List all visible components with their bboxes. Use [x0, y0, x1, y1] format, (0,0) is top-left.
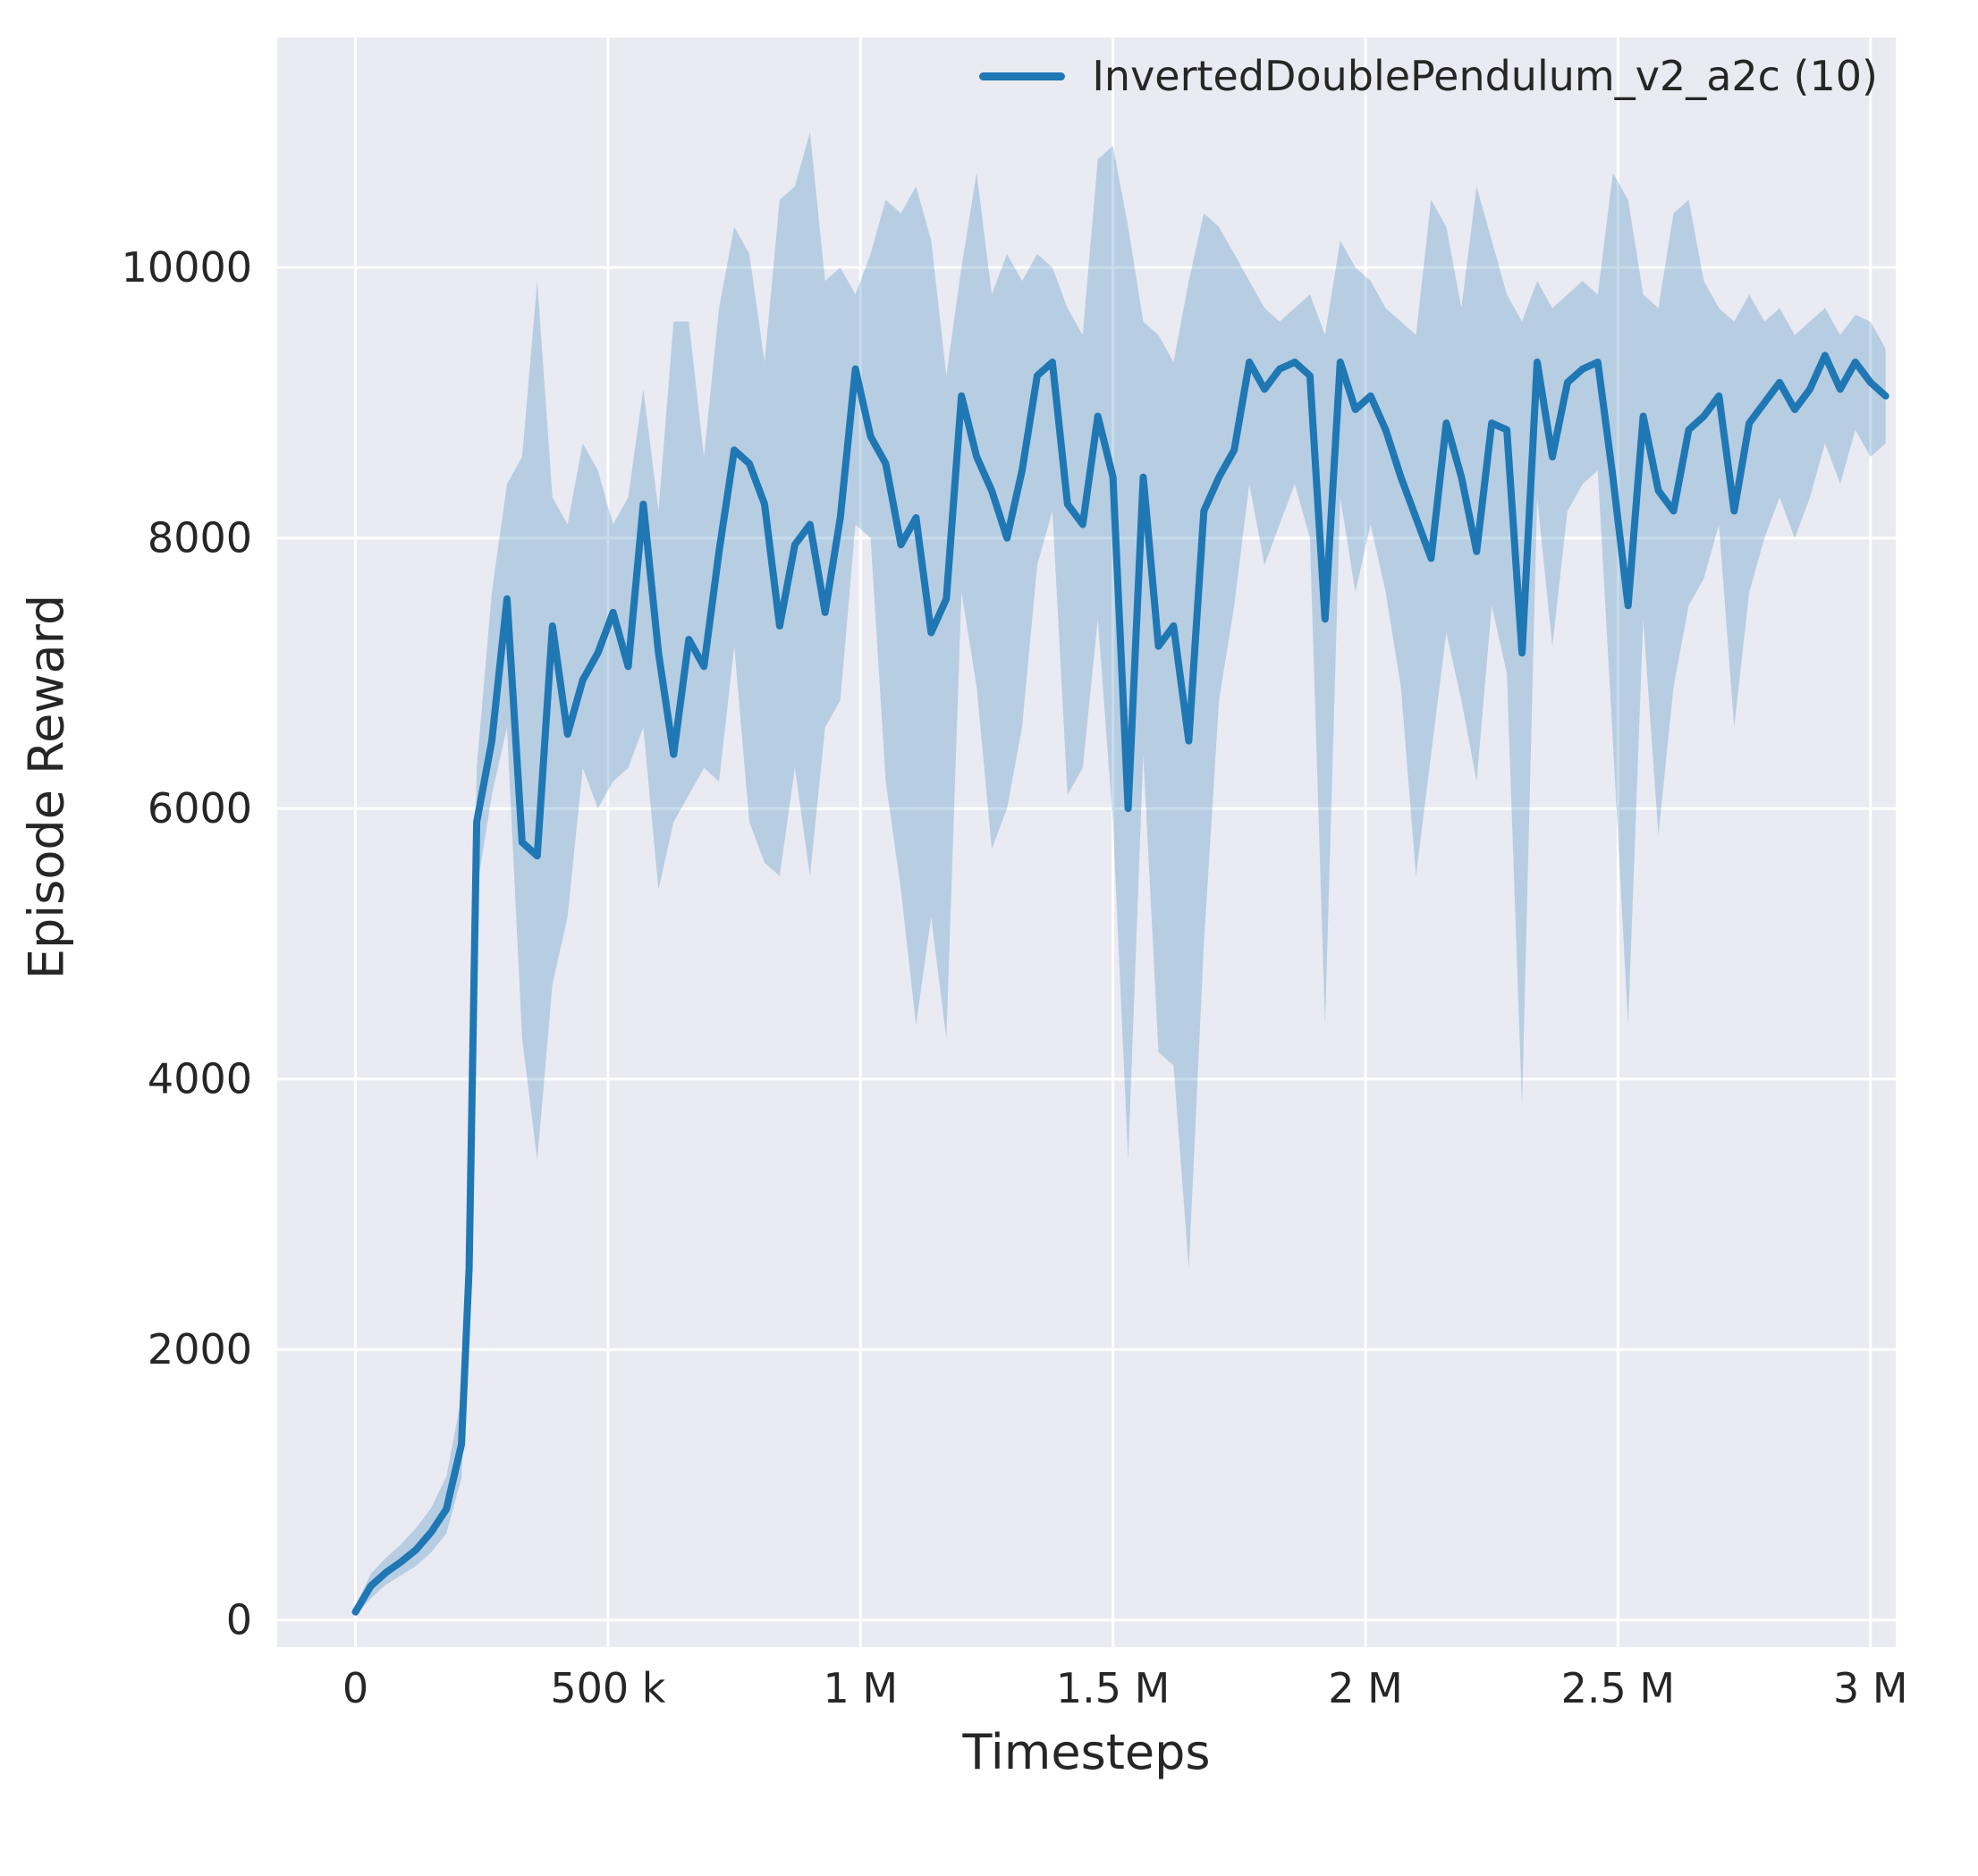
y-tick-label: 10000 — [122, 243, 252, 292]
x-tick-label: 500 k — [550, 1664, 665, 1712]
y-tick-label: 6000 — [148, 784, 252, 832]
x-tick-label: 1 M — [824, 1664, 899, 1712]
confidence-band — [355, 131, 1886, 1617]
x-axis-label: Timesteps — [962, 1724, 1211, 1780]
y-tick-label: 8000 — [148, 514, 252, 562]
x-tick-label: 3 M — [1833, 1664, 1908, 1712]
y-tick-label: 2000 — [148, 1325, 252, 1373]
mean-reward-line — [351, 351, 1889, 1616]
y-axis-label: Episode Reward — [18, 594, 75, 980]
y-tick-label: 0 — [226, 1596, 252, 1644]
plot-background — [277, 38, 1896, 1647]
x-tick-label: 2.5 M — [1561, 1664, 1675, 1712]
y-tick-label: 4000 — [148, 1055, 252, 1103]
x-tick-label: 1.5 M — [1056, 1664, 1170, 1712]
x-tick-label: 2 M — [1328, 1664, 1403, 1712]
x-tick-label: 0 — [342, 1664, 368, 1712]
